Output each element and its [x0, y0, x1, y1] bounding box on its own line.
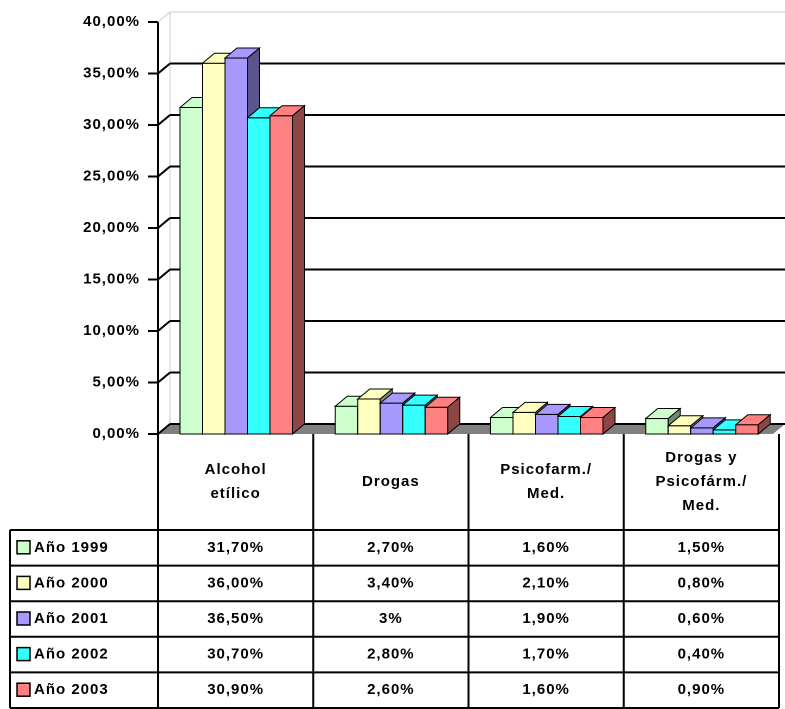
floor — [158, 424, 785, 434]
legend-label: Año 1999 — [34, 539, 109, 556]
bar-front — [247, 117, 271, 435]
table-value: 1,70% — [522, 646, 570, 663]
bar-front — [557, 415, 581, 435]
table-value: 0,60% — [678, 610, 726, 627]
grid-diagonal — [157, 320, 171, 332]
table-value: 36,00% — [207, 574, 264, 591]
table-value: 0,90% — [678, 681, 726, 698]
bar-side — [292, 104, 305, 436]
table-value: 2,80% — [367, 646, 415, 663]
table-value: 3,40% — [367, 574, 415, 591]
legend-label: Año 2002 — [34, 646, 109, 663]
bar-front — [402, 404, 426, 435]
legend-swatch — [16, 540, 31, 555]
grid-diagonal — [157, 165, 171, 178]
grid-diagonal — [157, 371, 171, 384]
y-tick-label: 35,00% — [83, 64, 140, 81]
category-label: Drogas y Psicofárm./Med. — [655, 449, 747, 514]
table-value: 2,60% — [367, 681, 415, 698]
y-tick-label: 5,00% — [92, 373, 140, 390]
bar-side — [447, 396, 461, 436]
bar-front — [712, 429, 737, 435]
table-value: 1,60% — [522, 681, 570, 698]
bar-front — [379, 402, 404, 435]
bar-front — [490, 417, 514, 435]
category-label: Psicofarm./Med. — [500, 461, 592, 502]
bar-front — [667, 425, 692, 435]
legend-label: Año 2001 — [34, 610, 109, 627]
grid-diagonal — [157, 423, 171, 435]
category-label: Alcohol etílico — [205, 461, 267, 502]
y-tick-label: 25,00% — [83, 167, 140, 184]
bar-front — [424, 406, 449, 435]
grid-diagonal — [157, 114, 171, 126]
bar — [734, 413, 772, 436]
bar-front — [224, 57, 248, 435]
legend-swatch — [16, 611, 31, 626]
bar — [579, 406, 617, 436]
table-value: 1,50% — [678, 539, 726, 556]
bar-front — [357, 398, 381, 435]
bar-side-shade — [758, 414, 771, 434]
bar — [268, 104, 306, 436]
y-tick-label: 10,00% — [83, 322, 140, 339]
table-value: 1,90% — [522, 610, 570, 627]
y-tick-label: 20,00% — [83, 219, 140, 236]
table-value: 0,40% — [678, 646, 726, 663]
legend-label: Año 2000 — [34, 574, 109, 591]
bar-side-shade — [447, 397, 460, 434]
legend-swatch — [16, 575, 31, 591]
y-tick-label: 15,00% — [83, 270, 140, 287]
grid-diagonal — [157, 217, 171, 229]
bar-front — [202, 62, 226, 435]
bar-front — [334, 405, 359, 435]
y-tick-label: 30,00% — [83, 116, 140, 133]
bar-front — [735, 424, 759, 435]
bar-front — [580, 417, 604, 435]
bar-front — [645, 418, 669, 435]
table-value: 36,50% — [207, 610, 264, 627]
bar-front — [690, 427, 714, 435]
bar-side-shade — [603, 407, 615, 434]
bar-side — [602, 406, 616, 436]
table-value: 2,70% — [367, 539, 415, 556]
grid-diagonal — [157, 62, 171, 75]
table-value: 1,60% — [522, 539, 570, 556]
bar-front — [535, 413, 559, 435]
category-label: Drogas — [362, 473, 420, 490]
bar — [423, 396, 462, 436]
table-value: 30,70% — [207, 646, 264, 663]
bar-side-shade — [292, 105, 305, 434]
legend-label: Año 2003 — [34, 681, 109, 698]
bar-front — [179, 106, 203, 435]
table-value: 0,80% — [678, 574, 726, 591]
bar-front — [512, 411, 536, 435]
y-tick-label: 0,00% — [92, 425, 140, 442]
table-value: 31,70% — [207, 539, 264, 556]
table-value: 3% — [379, 610, 403, 627]
legend-swatch — [16, 646, 31, 662]
table-value: 2,10% — [522, 574, 570, 591]
legend-swatch — [16, 682, 31, 697]
grid-diagonal — [157, 11, 171, 23]
bar-front — [269, 115, 293, 435]
y-tick-label: 40,00% — [83, 13, 140, 30]
grid-diagonal — [157, 268, 171, 281]
table-value: 30,90% — [207, 681, 264, 698]
bar-side — [757, 413, 771, 436]
